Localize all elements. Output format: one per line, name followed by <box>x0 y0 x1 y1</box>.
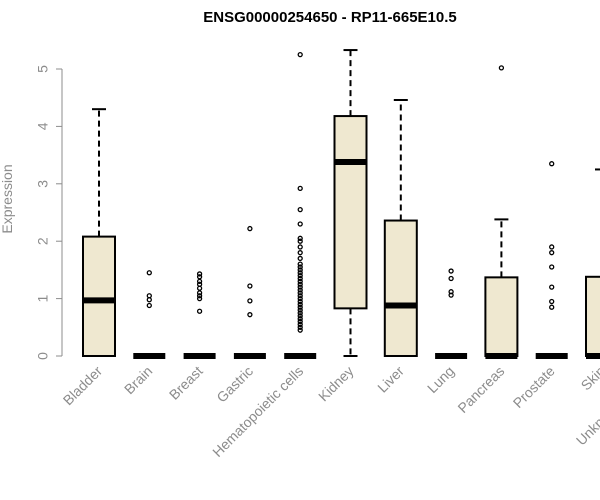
box-hematopoietic-cells <box>284 52 317 359</box>
box-pancreas <box>484 65 519 359</box>
box-body <box>585 275 600 357</box>
outlier-point <box>297 310 303 316</box>
x-tick-label-gastric: Gastric <box>213 363 256 406</box>
x-tick-label-kidney: Kidney <box>315 363 357 405</box>
outlier-point <box>297 316 303 322</box>
outlier-point <box>196 281 203 287</box>
y-tick-label-3: 3 <box>35 180 51 188</box>
box-prostate <box>535 161 568 359</box>
outlier-point <box>549 264 555 270</box>
outlier-point <box>297 304 303 310</box>
outlier-point <box>297 301 303 307</box>
box-bladder <box>82 108 116 357</box>
box-breast <box>183 271 216 359</box>
outlier-point <box>297 267 303 273</box>
outlier-point <box>549 244 555 250</box>
x-tick-label-breast: Breast <box>166 363 206 403</box>
outlier-point <box>549 304 555 310</box>
x-tick-label-liver: Liver <box>374 363 407 396</box>
box-body <box>383 219 418 357</box>
y-tick-label-1: 1 <box>35 294 51 302</box>
outlier-point <box>448 268 454 274</box>
outlier-point <box>297 318 303 325</box>
box-body <box>333 115 368 310</box>
chart-title: ENSG00000254650 - RP11-665E10.5 <box>203 9 457 26</box>
outlier-point <box>297 298 303 305</box>
outlier-point <box>297 235 303 241</box>
box-kidney <box>333 49 368 357</box>
outlier-point <box>297 238 303 244</box>
y-tick-label-5: 5 <box>35 65 51 73</box>
outlier-point <box>247 225 253 232</box>
box-gastric <box>233 225 266 359</box>
x-tick-label-bladder: Bladder <box>60 363 106 409</box>
outlier-point <box>297 206 303 213</box>
x-tick-label-brain: Brain <box>121 363 155 397</box>
boxes-group <box>82 49 600 359</box>
outlier-point <box>146 270 152 276</box>
outlier-point <box>247 283 253 289</box>
outlier-point <box>196 295 203 302</box>
outlier-point <box>297 295 303 302</box>
x-tick-label-prostate: Prostate <box>510 363 558 411</box>
outlier-point <box>498 65 505 71</box>
x-tick-label-lung: Lung <box>424 363 457 396</box>
outlier-point <box>297 287 303 293</box>
outlier-point <box>297 324 303 330</box>
box-body <box>82 235 116 357</box>
outlier-point <box>297 52 303 58</box>
outlier-point <box>448 289 454 295</box>
y-axis-label: Expression <box>0 164 15 233</box>
outlier-point <box>146 302 152 309</box>
box-body <box>484 276 519 357</box>
box-liver <box>383 98 418 357</box>
x-tick-label-hematopoietic-cells: Hematopoietic cells <box>209 363 306 460</box>
y-tick-label-4: 4 <box>35 122 51 130</box>
outlier-point <box>297 293 303 299</box>
outlier-point <box>297 290 303 296</box>
outlier-point <box>297 270 303 276</box>
outlier-point <box>297 313 303 319</box>
box-lung <box>435 268 468 359</box>
outlier-point <box>297 281 303 287</box>
outlier-point <box>297 264 303 270</box>
outlier-point <box>297 278 303 285</box>
outlier-point <box>247 298 253 304</box>
outlier-point <box>196 290 203 296</box>
outlier-point <box>297 244 303 250</box>
outlier-point <box>196 274 203 280</box>
outlier-point <box>448 275 454 282</box>
outlier-point <box>297 255 303 262</box>
outlier-point <box>297 261 303 267</box>
outlier-point <box>549 161 555 167</box>
outlier-point <box>146 293 152 299</box>
outlier-point <box>297 284 303 290</box>
outlier-point <box>297 307 303 313</box>
outlier-point <box>297 185 303 192</box>
outlier-point <box>196 308 203 314</box>
outlier-point <box>297 250 303 256</box>
y-axis: 0 1 2 3 4 5 <box>35 65 63 360</box>
outlier-point <box>297 321 303 328</box>
outlier-point <box>196 293 203 299</box>
box-brain <box>133 270 166 359</box>
outlier-point <box>297 275 303 282</box>
box-skin <box>585 168 600 359</box>
outlier-point <box>297 221 303 227</box>
y-tick-label-0: 0 <box>35 352 51 360</box>
outlier-point <box>247 312 253 318</box>
y-tick-label-2: 2 <box>35 237 51 245</box>
outlier-point <box>196 278 203 285</box>
x-tick-label-skin: Skin <box>578 363 600 394</box>
outlier-point <box>549 298 555 305</box>
outlier-point <box>196 271 203 277</box>
outlier-point <box>549 250 555 256</box>
outlier-point <box>297 272 303 279</box>
x-tick-label-pancreas: Pancreas <box>454 363 507 416</box>
outlier-point <box>297 327 303 333</box>
outlier-point <box>549 284 555 290</box>
